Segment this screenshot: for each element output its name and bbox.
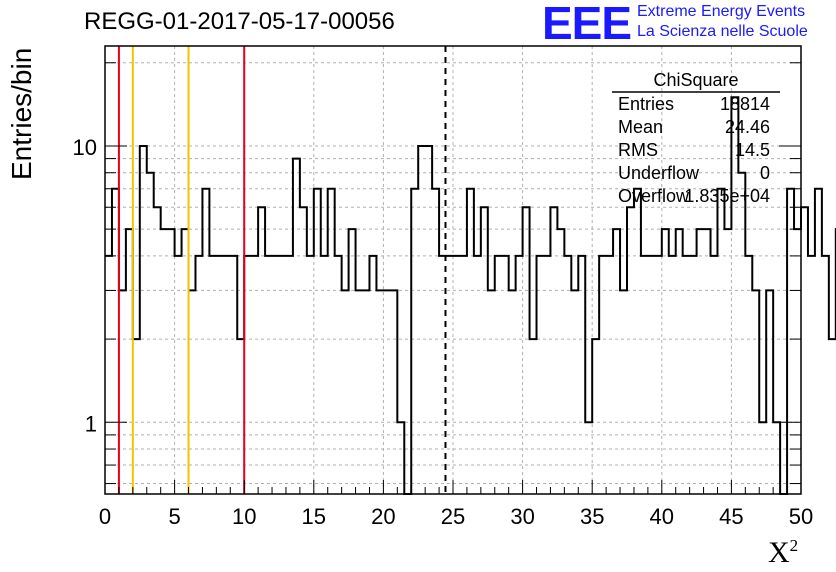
stats-row-value: 1.835e+04: [684, 186, 770, 206]
x-tick-label: 20: [371, 504, 395, 529]
stats-row-label: Underflow: [618, 163, 700, 183]
histogram-outline: [105, 96, 836, 495]
x-tick-label: 35: [580, 504, 604, 529]
x-tick-label: 30: [510, 504, 534, 529]
stats-row-value: 24.46: [725, 117, 770, 137]
stats-row-label: Overflow: [618, 186, 690, 206]
x-tick-label: 10: [232, 504, 256, 529]
x-tick-label: 45: [719, 504, 743, 529]
x-tick-label: 40: [650, 504, 674, 529]
stats-row-value: 18814: [720, 94, 770, 114]
stats-row-value: 0: [760, 163, 770, 183]
stats-row-label: Entries: [618, 94, 674, 114]
eee-logo: EEE: [542, 0, 632, 49]
x-tick-label: 50: [789, 504, 813, 529]
stats-row-label: RMS: [618, 140, 658, 160]
x-tick-label: 15: [302, 504, 326, 529]
logo-line-1: Extreme Energy Events: [637, 3, 806, 20]
stats-box-title: ChiSquare: [653, 70, 738, 90]
x-axis-label-superscript: 2: [789, 536, 799, 555]
x-axis-label-base: X: [768, 536, 790, 569]
chart-title: REGG-01-2017-05-17-00056: [84, 8, 395, 35]
stats-row-value: 14.5: [735, 140, 770, 160]
logo-line-2: La Scienza nelle Scuole: [637, 23, 808, 40]
x-tick-label: 25: [441, 504, 465, 529]
x-axis-label: X2: [768, 536, 798, 570]
x-tick-label: 0: [99, 504, 111, 529]
x-tick-label: 5: [168, 504, 180, 529]
stats-row-label: Mean: [618, 117, 663, 137]
y-tick-label: 10: [73, 135, 97, 160]
y-tick-label: 1: [85, 411, 97, 436]
